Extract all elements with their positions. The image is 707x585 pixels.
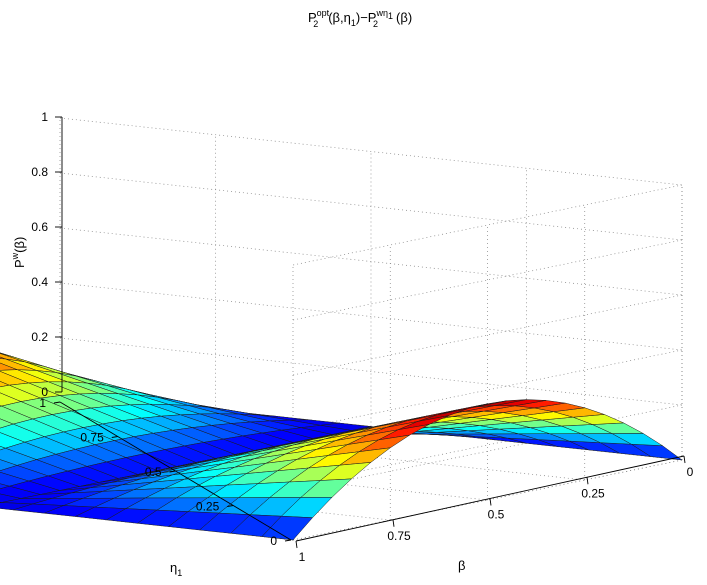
eta-tick-mark	[284, 539, 292, 542]
grid-line	[59, 117, 683, 186]
eta-tick-mark	[227, 505, 234, 507]
beta-tick-label: 0.75	[387, 529, 411, 543]
z-tick-label: 0	[41, 385, 48, 399]
beta-tick-label: 0.25	[581, 486, 605, 500]
beta-tick-mark	[392, 519, 395, 527]
z-tick-label: 0.4	[31, 275, 48, 289]
z-tick-label: 0.8	[31, 165, 48, 179]
beta-tick-label: 0	[687, 465, 694, 479]
beta-tick-mark	[586, 477, 589, 485]
surface-facet	[0, 483, 10, 490]
beta-tick-label: 0.5	[488, 508, 505, 522]
z-tick-label: 0.2	[31, 330, 48, 344]
beta-tick-mark	[683, 455, 686, 464]
eta-tick-mark	[53, 401, 61, 404]
surface-facet	[0, 445, 6, 451]
beta-tick-mark	[295, 540, 298, 549]
eta-tick-mark	[111, 436, 118, 438]
eta-tick-label: 0.25	[196, 500, 220, 514]
surface-plot	[0, 352, 683, 541]
surface-facet	[261, 515, 313, 541]
grid-line	[59, 282, 683, 351]
y-axis-title: η1	[170, 560, 182, 578]
grid-line	[59, 337, 683, 406]
eta-tick-label: 0.75	[80, 431, 104, 445]
eta-tick-label: 0	[270, 534, 277, 548]
eta-tick-label: 1	[39, 396, 46, 410]
beta-tick-mark	[489, 498, 492, 506]
grid-line	[292, 184, 683, 266]
chart-title: Popt 2 (β,η1)−Pwη1 2 (β)	[308, 8, 412, 29]
z-tick-label: 0.6	[31, 220, 48, 234]
eta-tick-mark	[169, 470, 176, 473]
z-tick-label: 1	[41, 110, 48, 124]
eta-tick-label: 0.5	[145, 465, 162, 479]
x-axis-title: β	[458, 558, 465, 573]
beta-tick-label: 1	[299, 550, 306, 564]
z-axis-title: Pw(β)	[10, 237, 27, 268]
